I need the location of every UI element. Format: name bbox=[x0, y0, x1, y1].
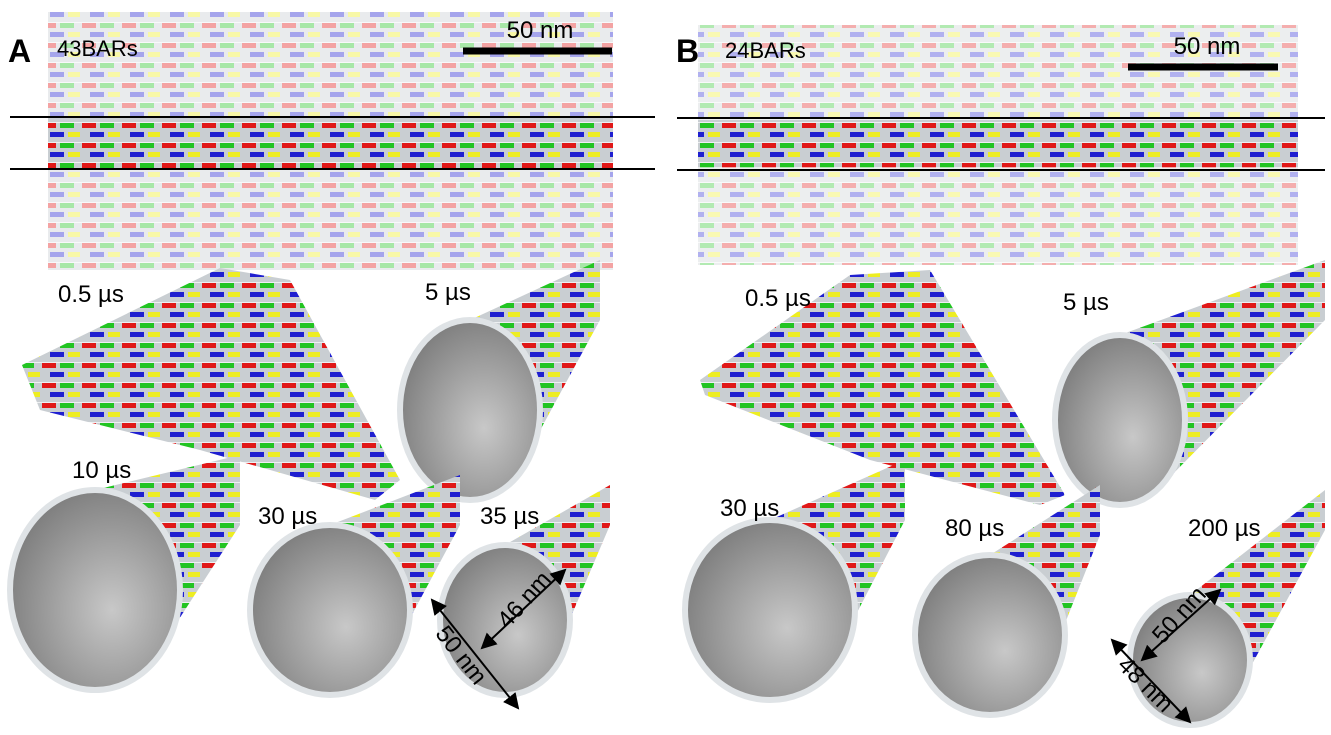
panel-label: A bbox=[8, 33, 31, 69]
scale-bar-label: 50 nm bbox=[1174, 33, 1241, 60]
figure: A 43BARs 50 nm B 24BARs 50 nm 0.5 µs 5 µ… bbox=[0, 0, 1331, 735]
system-name: 43BARs bbox=[57, 36, 138, 61]
time-label: 30 µs bbox=[720, 495, 779, 522]
time-label: 10 µs bbox=[72, 457, 131, 484]
time-label: 35 µs bbox=[480, 503, 539, 530]
tube-opening bbox=[915, 555, 1065, 715]
tube-opening bbox=[400, 320, 540, 500]
time-label: 0.5 µs bbox=[745, 285, 811, 312]
time-label: 0.5 µs bbox=[58, 281, 124, 308]
tube-opening bbox=[10, 490, 180, 690]
time-label: 5 µs bbox=[1063, 289, 1109, 316]
time-label: 5 µs bbox=[425, 279, 471, 306]
tube-opening bbox=[250, 525, 410, 695]
scale-bar-label: 50 nm bbox=[507, 17, 574, 44]
time-label: 30 µs bbox=[258, 503, 317, 530]
panel-label: B bbox=[676, 33, 699, 69]
tube-opening bbox=[685, 520, 855, 700]
tube-opening bbox=[1055, 335, 1185, 505]
time-label: 200 µs bbox=[1188, 515, 1261, 542]
time-label: 80 µs bbox=[945, 515, 1004, 542]
system-name: 24BARs bbox=[725, 38, 806, 63]
